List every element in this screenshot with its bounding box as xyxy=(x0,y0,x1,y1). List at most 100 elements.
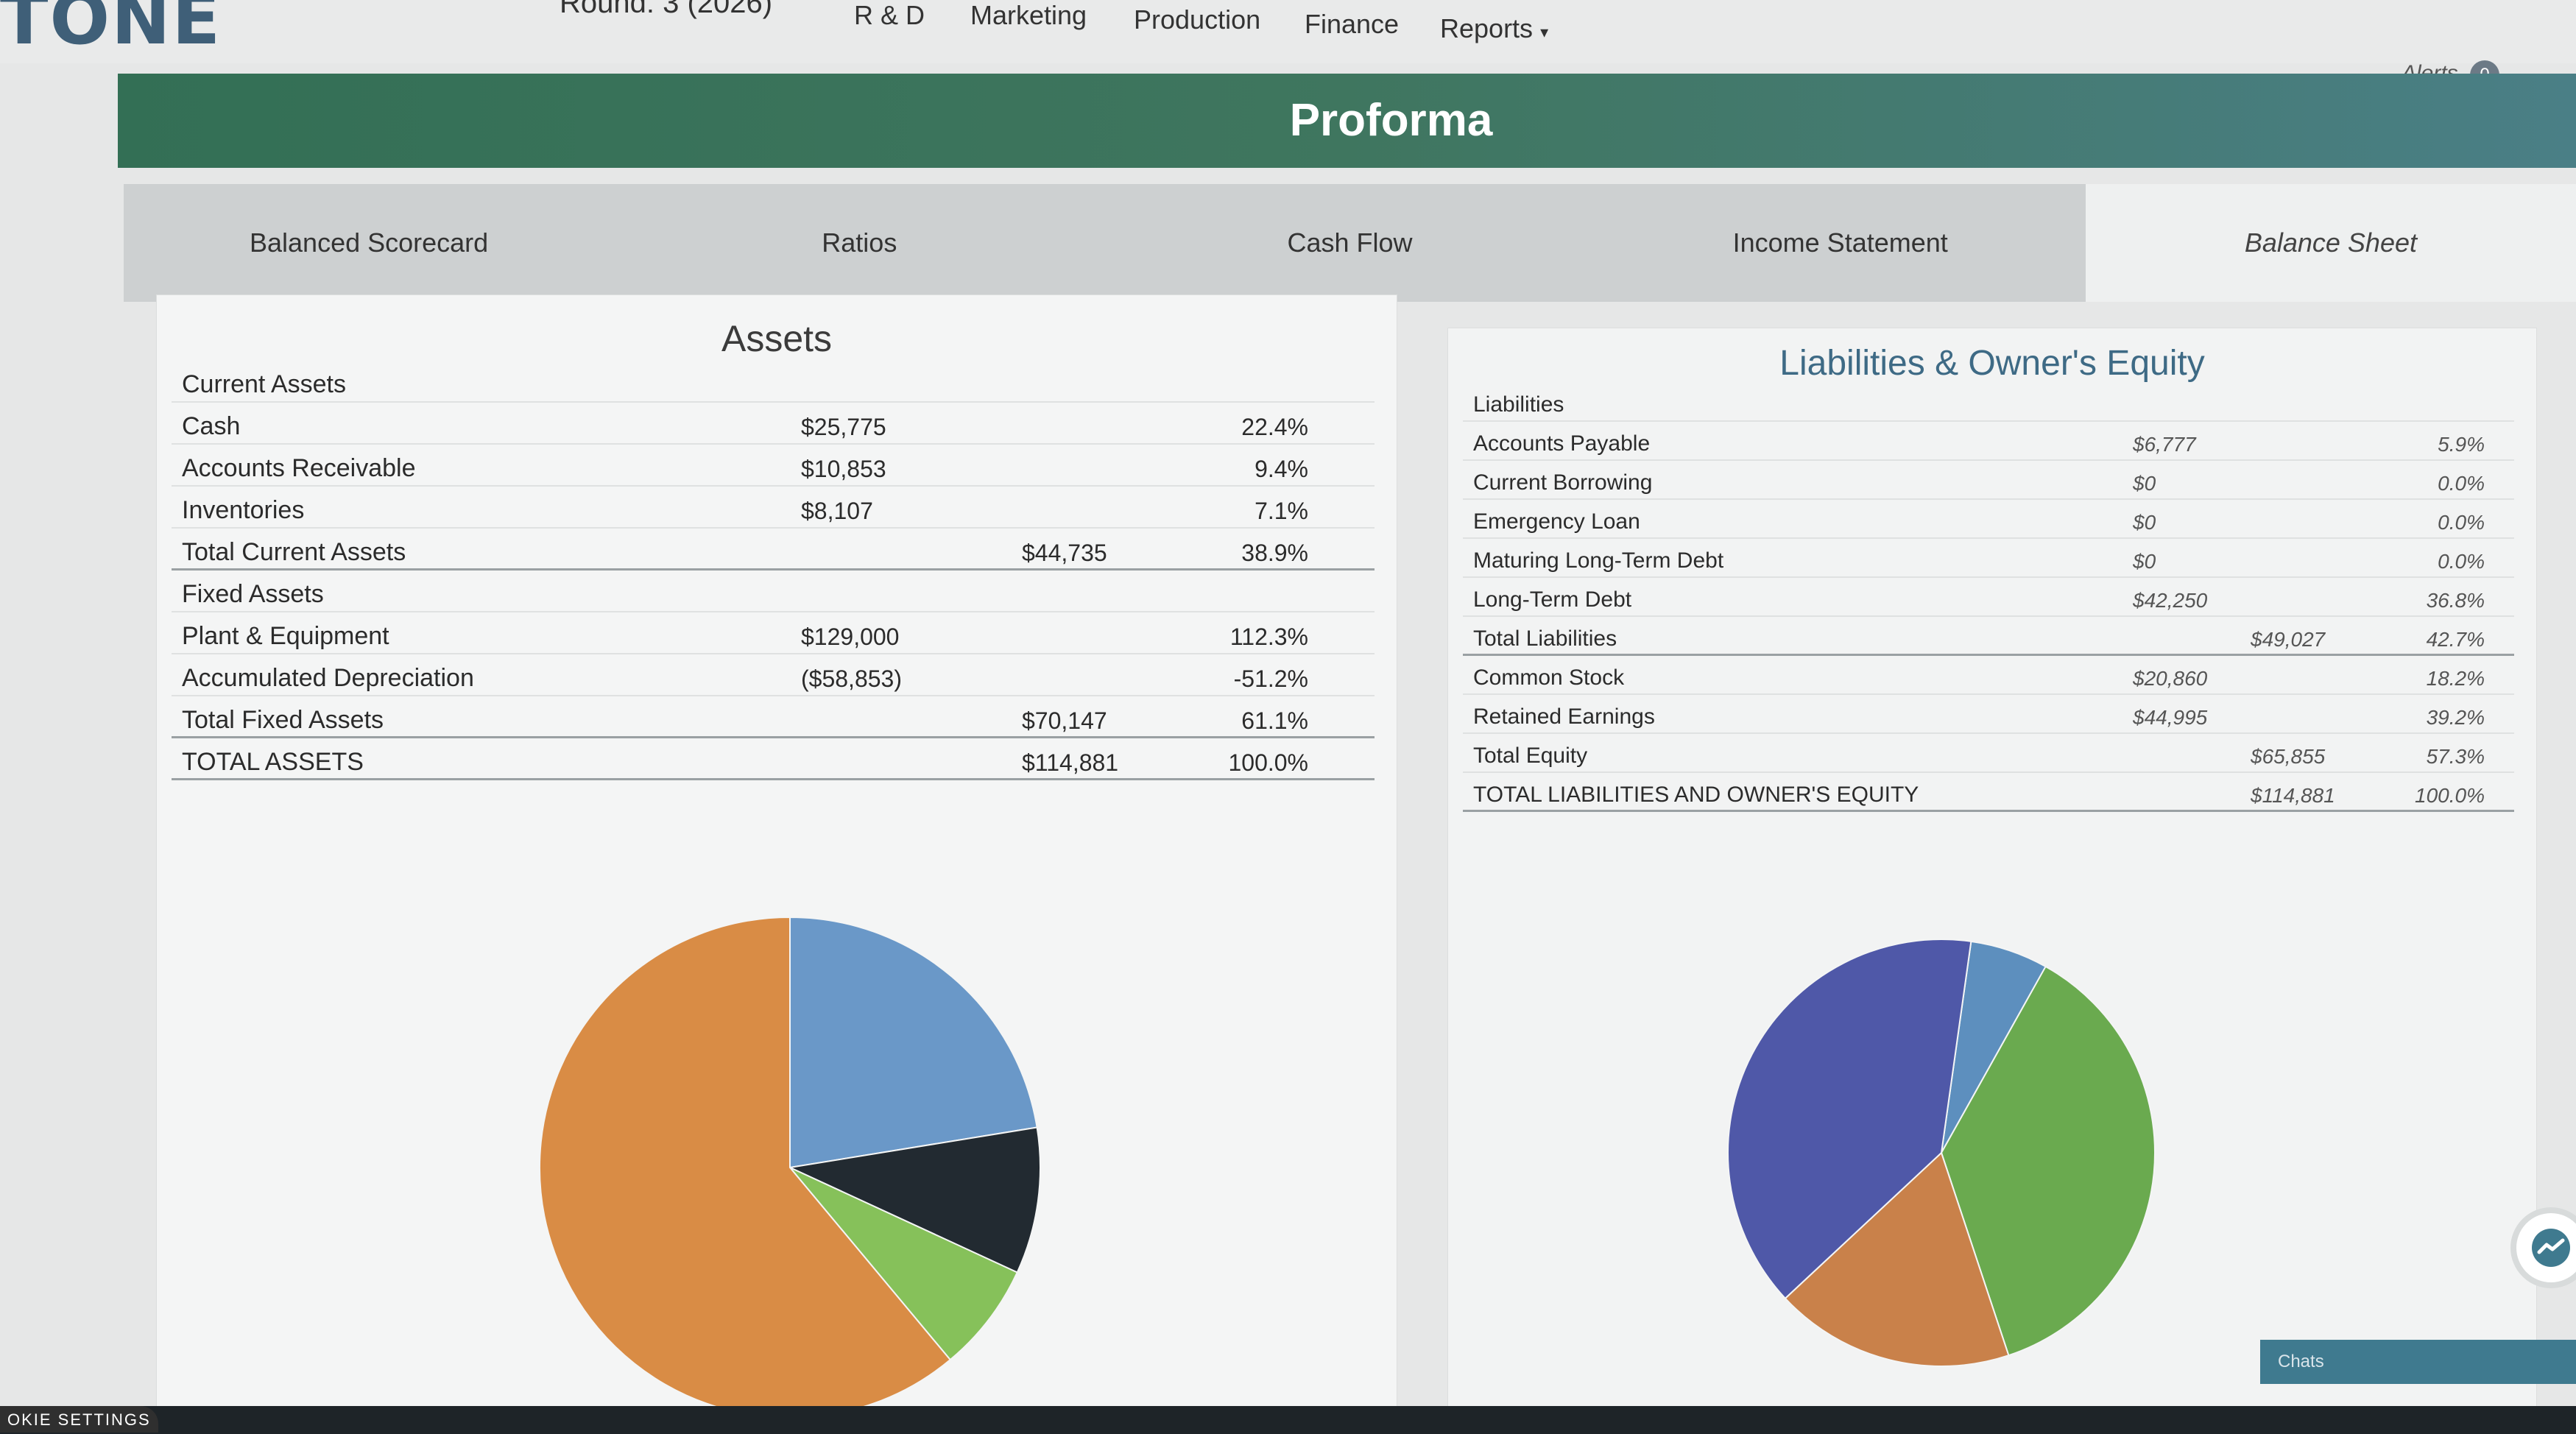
row-label: Total Fixed Assets xyxy=(182,706,384,734)
row-value: $6,777 xyxy=(2133,433,2196,456)
row-value: 39.2% xyxy=(2426,706,2485,729)
table-row: Current Assets xyxy=(172,361,1375,403)
row-label: Accounts Receivable xyxy=(182,454,416,482)
row-label: Accumulated Depreciation xyxy=(182,664,474,692)
table-row: Emergency Loan $0 0.0% xyxy=(1463,501,2514,539)
row-value: $129,000 xyxy=(801,624,900,650)
table-row: Accumulated Depreciation ($58,853) -51.2% xyxy=(172,655,1375,696)
row-label: TOTAL LIABILITIES AND OWNER'S EQUITY xyxy=(1473,783,1919,807)
row-value: $44,995 xyxy=(2133,706,2208,729)
app-logo[interactable]: TONE xyxy=(0,0,222,60)
table-row: Long-Term Debt $42,250 36.8% xyxy=(1463,579,2514,617)
chat-button[interactable] xyxy=(2510,1207,2576,1288)
row-value: 42.7% xyxy=(2426,628,2485,651)
page-title: Proforma xyxy=(118,74,2576,168)
row-value: $8,107 xyxy=(801,498,873,524)
table-row: Current Borrowing $0 0.0% xyxy=(1463,462,2514,500)
tab-income-statement[interactable]: Income Statement xyxy=(1732,227,1948,258)
pie-slice-retained-earnings xyxy=(1727,939,1972,1300)
row-value: $0 xyxy=(2133,550,2156,573)
row-label: Total Equity xyxy=(1473,744,1588,768)
table-row: Inventories $8,107 7.1% xyxy=(172,487,1375,529)
liabilities-panel: Liabilities & Owner's Equity Liabilities… xyxy=(1447,328,2537,1434)
pie-slice-accounts-receivable xyxy=(787,1126,1041,1274)
table-row: Cash $25,775 22.4% xyxy=(172,403,1375,445)
row-value: $114,881 xyxy=(1022,749,1119,776)
row-label: Accounts Payable xyxy=(1473,431,1651,456)
row-label: Emergency Loan xyxy=(1473,509,1640,534)
assets-title: Assets xyxy=(721,318,833,359)
report-tabs: Balanced Scorecard Ratios Cash Flow Inco… xyxy=(124,184,2576,302)
row-label: Long-Term Debt xyxy=(1473,587,1632,612)
row-value: 0.0% xyxy=(2438,511,2485,534)
row-value: $70,147 xyxy=(1022,707,1107,734)
row-value: 36.8% xyxy=(2426,589,2485,612)
row-value: $25,775 xyxy=(801,414,886,440)
table-row: Total Fixed Assets $70,147 61.1% xyxy=(172,697,1375,738)
row-value: -51.2% xyxy=(1233,665,1308,692)
tab-balanced-scorecard[interactable]: Balanced Scorecard xyxy=(250,227,489,258)
row-value: 18.2% xyxy=(2426,667,2485,690)
caret-down-icon: ▾ xyxy=(1540,23,1549,41)
row-value: 100.0% xyxy=(2415,784,2485,807)
nav-marketing[interactable]: Marketing xyxy=(970,0,1087,30)
row-value: ($58,853) xyxy=(801,665,902,692)
row-value: 22.4% xyxy=(1241,414,1308,440)
table-row: Retained Earnings $44,995 39.2% xyxy=(1463,696,2514,734)
pie-slice-cash xyxy=(789,916,1038,1169)
row-label: TOTAL ASSETS xyxy=(182,748,364,776)
assets-pie-chart xyxy=(539,916,1041,1419)
assets-panel: Assets Current Assets Cash $25,775 22.4% Acc… xyxy=(156,294,1397,1434)
liabilities-title: Liabilities & Owner's Equity xyxy=(1779,344,2205,383)
tab-balance-sheet[interactable]: Balance Sheet xyxy=(2085,184,2576,302)
round-label: Round: 3 (2026) xyxy=(560,0,773,19)
nav-production[interactable]: Production xyxy=(1134,4,1261,35)
row-label: Fixed Assets xyxy=(182,580,324,608)
cookie-settings-button[interactable]: OKIE SETTINGS xyxy=(0,1406,158,1433)
nav-finance[interactable]: Finance xyxy=(1305,9,1400,39)
row-value: 7.1% xyxy=(1255,498,1308,524)
row-label: Total Current Assets xyxy=(182,538,406,566)
table-row: Accounts Receivable $10,853 9.4% xyxy=(172,445,1375,487)
row-value: $20,860 xyxy=(2133,667,2208,690)
table-row: Accounts Payable $6,777 5.9% xyxy=(1463,423,2514,461)
row-value: $49,027 xyxy=(2251,628,2326,651)
nav-reports[interactable]: Reports ▾ xyxy=(1440,13,1548,44)
row-value: 0.0% xyxy=(2438,550,2485,573)
top-navigation: TONE Round: 3 (2026) R & D Marketing Pro… xyxy=(0,0,2576,90)
row-label: Cash xyxy=(182,412,241,440)
table-row: Fixed Assets xyxy=(172,571,1375,612)
pie-slice-long-term-debt xyxy=(1940,965,2156,1357)
liabilities-pie-chart xyxy=(1727,939,2156,1367)
row-label: Liabilities xyxy=(1473,392,1564,417)
row-value: $0 xyxy=(2133,472,2156,495)
pie-slice-inventories xyxy=(789,1167,1019,1361)
row-value: 112.3% xyxy=(1229,624,1308,650)
table-row: Common Stock $20,860 18.2% xyxy=(1463,657,2514,695)
row-value: 61.1% xyxy=(1241,707,1308,734)
row-value: 38.9% xyxy=(1241,540,1308,566)
table-row: Plant & Equipment $129,000 112.3% xyxy=(172,613,1375,654)
table-row: Liabilities xyxy=(1463,384,2514,422)
row-label: Current Assets xyxy=(182,370,346,398)
table-row: Maturing Long-Term Debt $0 0.0% xyxy=(1463,540,2514,578)
row-value: $114,881 xyxy=(2251,784,2335,807)
nav-rd[interactable]: R & D xyxy=(854,0,925,30)
row-label: Current Borrowing xyxy=(1473,470,1653,495)
row-label: Inventories xyxy=(182,496,305,524)
row-value: $0 xyxy=(2133,511,2156,534)
row-value: 5.9% xyxy=(2438,433,2485,456)
row-value: 57.3% xyxy=(2426,745,2485,768)
row-value: 0.0% xyxy=(2438,472,2485,495)
table-row: TOTAL ASSETS $114,881 100.0% xyxy=(172,739,1375,780)
chats-bar[interactable]: Chats xyxy=(2260,1340,2576,1384)
row-value: 100.0% xyxy=(1228,749,1308,776)
row-value: $42,250 xyxy=(2133,589,2208,612)
table-row: Total Equity $65,855 57.3% xyxy=(1463,735,2514,773)
tab-ratios[interactable]: Ratios xyxy=(822,227,897,258)
pie-slice-common-stock xyxy=(1784,1151,2010,1367)
tab-cash-flow[interactable]: Cash Flow xyxy=(1287,227,1413,258)
row-label: Plant & Equipment xyxy=(182,622,389,650)
table-row: Total Current Assets $44,735 38.9% xyxy=(172,529,1375,571)
table-row: TOTAL LIABILITIES AND OWNER'S EQUITY $114… xyxy=(1463,774,2514,812)
